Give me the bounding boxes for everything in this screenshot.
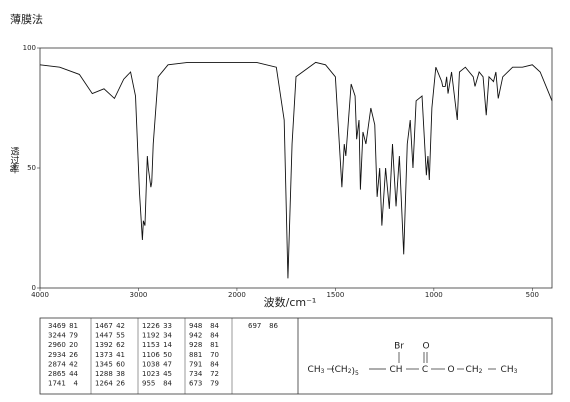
peak-transmittance: 72 xyxy=(210,370,219,378)
peak-wavenumber: 1106 xyxy=(142,351,160,359)
peak-wavenumber: 3244 xyxy=(48,332,66,340)
peak-wavenumber: 1264 xyxy=(95,380,113,388)
peak-transmittance: 62 xyxy=(116,341,125,349)
peak-transmittance: 81 xyxy=(210,341,219,349)
peak-wavenumber: 2865 xyxy=(48,370,66,378)
peak-wavenumber: 2934 xyxy=(48,351,66,359)
peak-transmittance: 84 xyxy=(210,360,219,368)
peak-transmittance: 84 xyxy=(210,332,219,340)
peak-transmittance: 20 xyxy=(69,341,78,349)
peak-wavenumber: 1392 xyxy=(95,341,113,349)
structure-atom: CH3 xyxy=(501,365,518,375)
peak-transmittance: 81 xyxy=(69,322,78,330)
peak-transmittance: 84 xyxy=(163,380,172,388)
structure-atom: Br xyxy=(394,342,404,352)
peak-transmittance: 14 xyxy=(163,341,172,349)
peak-transmittance: 50 xyxy=(163,351,172,359)
peak-wavenumber: 2960 xyxy=(48,341,66,349)
y-axis-label: 透过率 xyxy=(9,146,20,174)
peak-wavenumber: 2874 xyxy=(48,360,66,368)
x-tick-label: 500 xyxy=(526,291,539,299)
peak-transmittance: 45 xyxy=(163,370,172,378)
x-tick-label: 3000 xyxy=(130,291,148,299)
peak-wavenumber: 1038 xyxy=(142,360,160,368)
peak-wavenumber: 948 xyxy=(189,322,202,330)
peak-transmittance: 70 xyxy=(210,351,219,359)
peak-wavenumber: 881 xyxy=(189,351,202,359)
peak-transmittance: 79 xyxy=(210,380,219,388)
structure-atom: O xyxy=(422,342,429,352)
peak-transmittance: 4 xyxy=(74,380,79,388)
y-tick-label: 0 xyxy=(32,284,36,292)
structure-atom: CH3 xyxy=(308,365,325,375)
peak-wavenumber: 1345 xyxy=(95,360,113,368)
peak-wavenumber: 928 xyxy=(189,341,202,349)
x-axis-label: 波数/cm⁻¹ xyxy=(264,296,317,309)
peak-wavenumber: 697 xyxy=(248,322,261,330)
peak-wavenumber: 791 xyxy=(189,360,202,368)
peak-wavenumber: 673 xyxy=(189,380,202,388)
peak-wavenumber: 734 xyxy=(189,370,203,378)
peak-transmittance: 42 xyxy=(69,360,78,368)
peak-transmittance: 60 xyxy=(116,360,125,368)
peak-wavenumber: 1153 xyxy=(142,341,160,349)
peak-wavenumber: 942 xyxy=(189,332,202,340)
peak-transmittance: 33 xyxy=(163,322,172,330)
peak-transmittance: 84 xyxy=(210,322,219,330)
structure-atom: (CH2)5 xyxy=(331,365,359,377)
peak-transmittance: 47 xyxy=(163,360,172,368)
y-tick-label: 100 xyxy=(23,44,36,52)
peak-wavenumber: 1023 xyxy=(142,370,160,378)
peak-transmittance: 55 xyxy=(116,332,125,340)
peak-wavenumber: 3469 xyxy=(48,322,66,330)
x-tick-label: 1000 xyxy=(425,291,443,299)
y-tick-label: 50 xyxy=(27,164,36,172)
peak-transmittance: 26 xyxy=(69,351,78,359)
structure-atom: O xyxy=(447,365,454,375)
peak-transmittance: 42 xyxy=(116,322,125,330)
peak-transmittance: 79 xyxy=(69,332,78,340)
structure-atom: C xyxy=(422,365,428,375)
peak-transmittance: 34 xyxy=(163,332,172,340)
peak-transmittance: 38 xyxy=(116,370,125,378)
peak-wavenumber: 1226 xyxy=(142,322,160,330)
x-tick-label: 1500 xyxy=(326,291,344,299)
chart-title: 薄膜法 xyxy=(10,12,43,26)
peak-wavenumber: 1373 xyxy=(95,351,113,359)
peak-transmittance: 41 xyxy=(116,351,125,359)
peak-transmittance: 44 xyxy=(69,370,78,378)
x-tick-label: 2000 xyxy=(228,291,246,299)
peak-wavenumber: 1741 xyxy=(48,380,66,388)
peak-transmittance: 86 xyxy=(269,322,278,330)
peak-wavenumber: 955 xyxy=(142,380,155,388)
structure-atom: CH2 xyxy=(466,365,483,375)
peak-wavenumber: 1447 xyxy=(95,332,113,340)
peak-wavenumber: 1192 xyxy=(142,332,160,340)
peak-wavenumber: 1288 xyxy=(95,370,113,378)
peak-transmittance: 26 xyxy=(116,380,125,388)
spectrum-line xyxy=(39,61,553,279)
structure-atom: CH xyxy=(389,365,402,375)
table-frame xyxy=(39,317,553,395)
y-unit: % xyxy=(10,163,20,172)
x-tick-label: 4000 xyxy=(31,291,49,299)
peak-wavenumber: 1467 xyxy=(95,322,113,330)
